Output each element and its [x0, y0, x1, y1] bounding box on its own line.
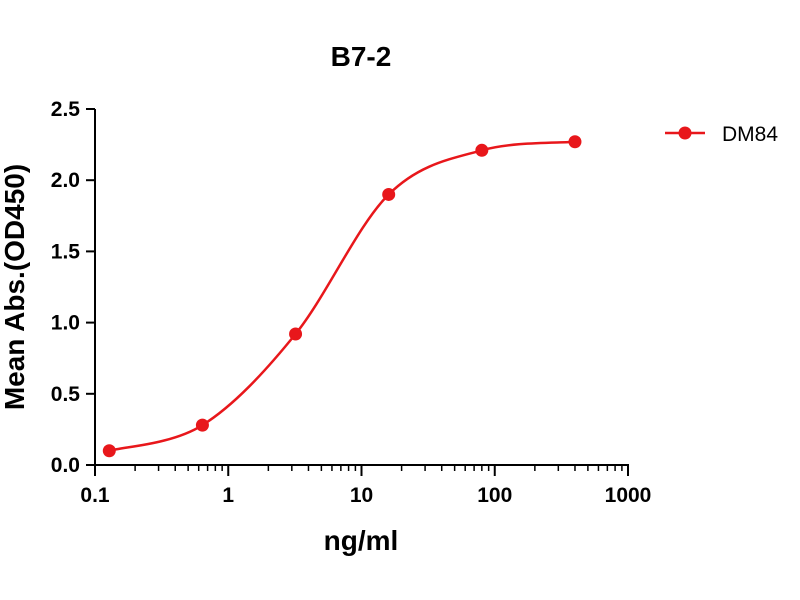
y-tick-label: 2.5 — [51, 98, 81, 121]
y-tick-label: 1.5 — [51, 240, 81, 263]
data-point — [195, 418, 209, 432]
plot-series — [102, 135, 582, 458]
data-point — [102, 444, 116, 458]
x-tick-label: 1000 — [605, 484, 652, 507]
data-point — [289, 327, 303, 341]
x-axis-label: ng/ml — [324, 525, 399, 556]
y-tick-label: 0.5 — [51, 383, 81, 406]
x-ticks: 0.1 1 10 100 1000 — [80, 465, 651, 507]
x-axis: 0.1 1 10 100 1000 — [80, 464, 651, 507]
data-point — [382, 187, 396, 201]
x-tick-label: 100 — [477, 484, 512, 507]
y-tick-label: 0.0 — [51, 454, 80, 477]
data-point — [475, 143, 489, 157]
y-axis-label: Mean Abs.(OD450) — [0, 164, 30, 410]
x-tick-label: 1 — [222, 484, 234, 507]
x-tick-label: 10 — [350, 484, 373, 507]
y-tick-label: 1.0 — [51, 312, 80, 335]
y-ticks: 0.0 0.5 1.0 1.5 2.0 2.5 — [51, 98, 95, 477]
y-axis: 0.0 0.5 1.0 1.5 2.0 2.5 — [51, 98, 96, 477]
legend: DM84 — [665, 123, 778, 146]
chart-title: B7-2 — [331, 41, 392, 72]
x-tick-label: 0.1 — [80, 484, 110, 507]
legend-label: DM84 — [722, 123, 778, 146]
y-tick-label: 2.0 — [51, 169, 80, 192]
data-point — [568, 135, 582, 149]
series-line — [108, 140, 576, 452]
legend-marker — [678, 126, 692, 140]
